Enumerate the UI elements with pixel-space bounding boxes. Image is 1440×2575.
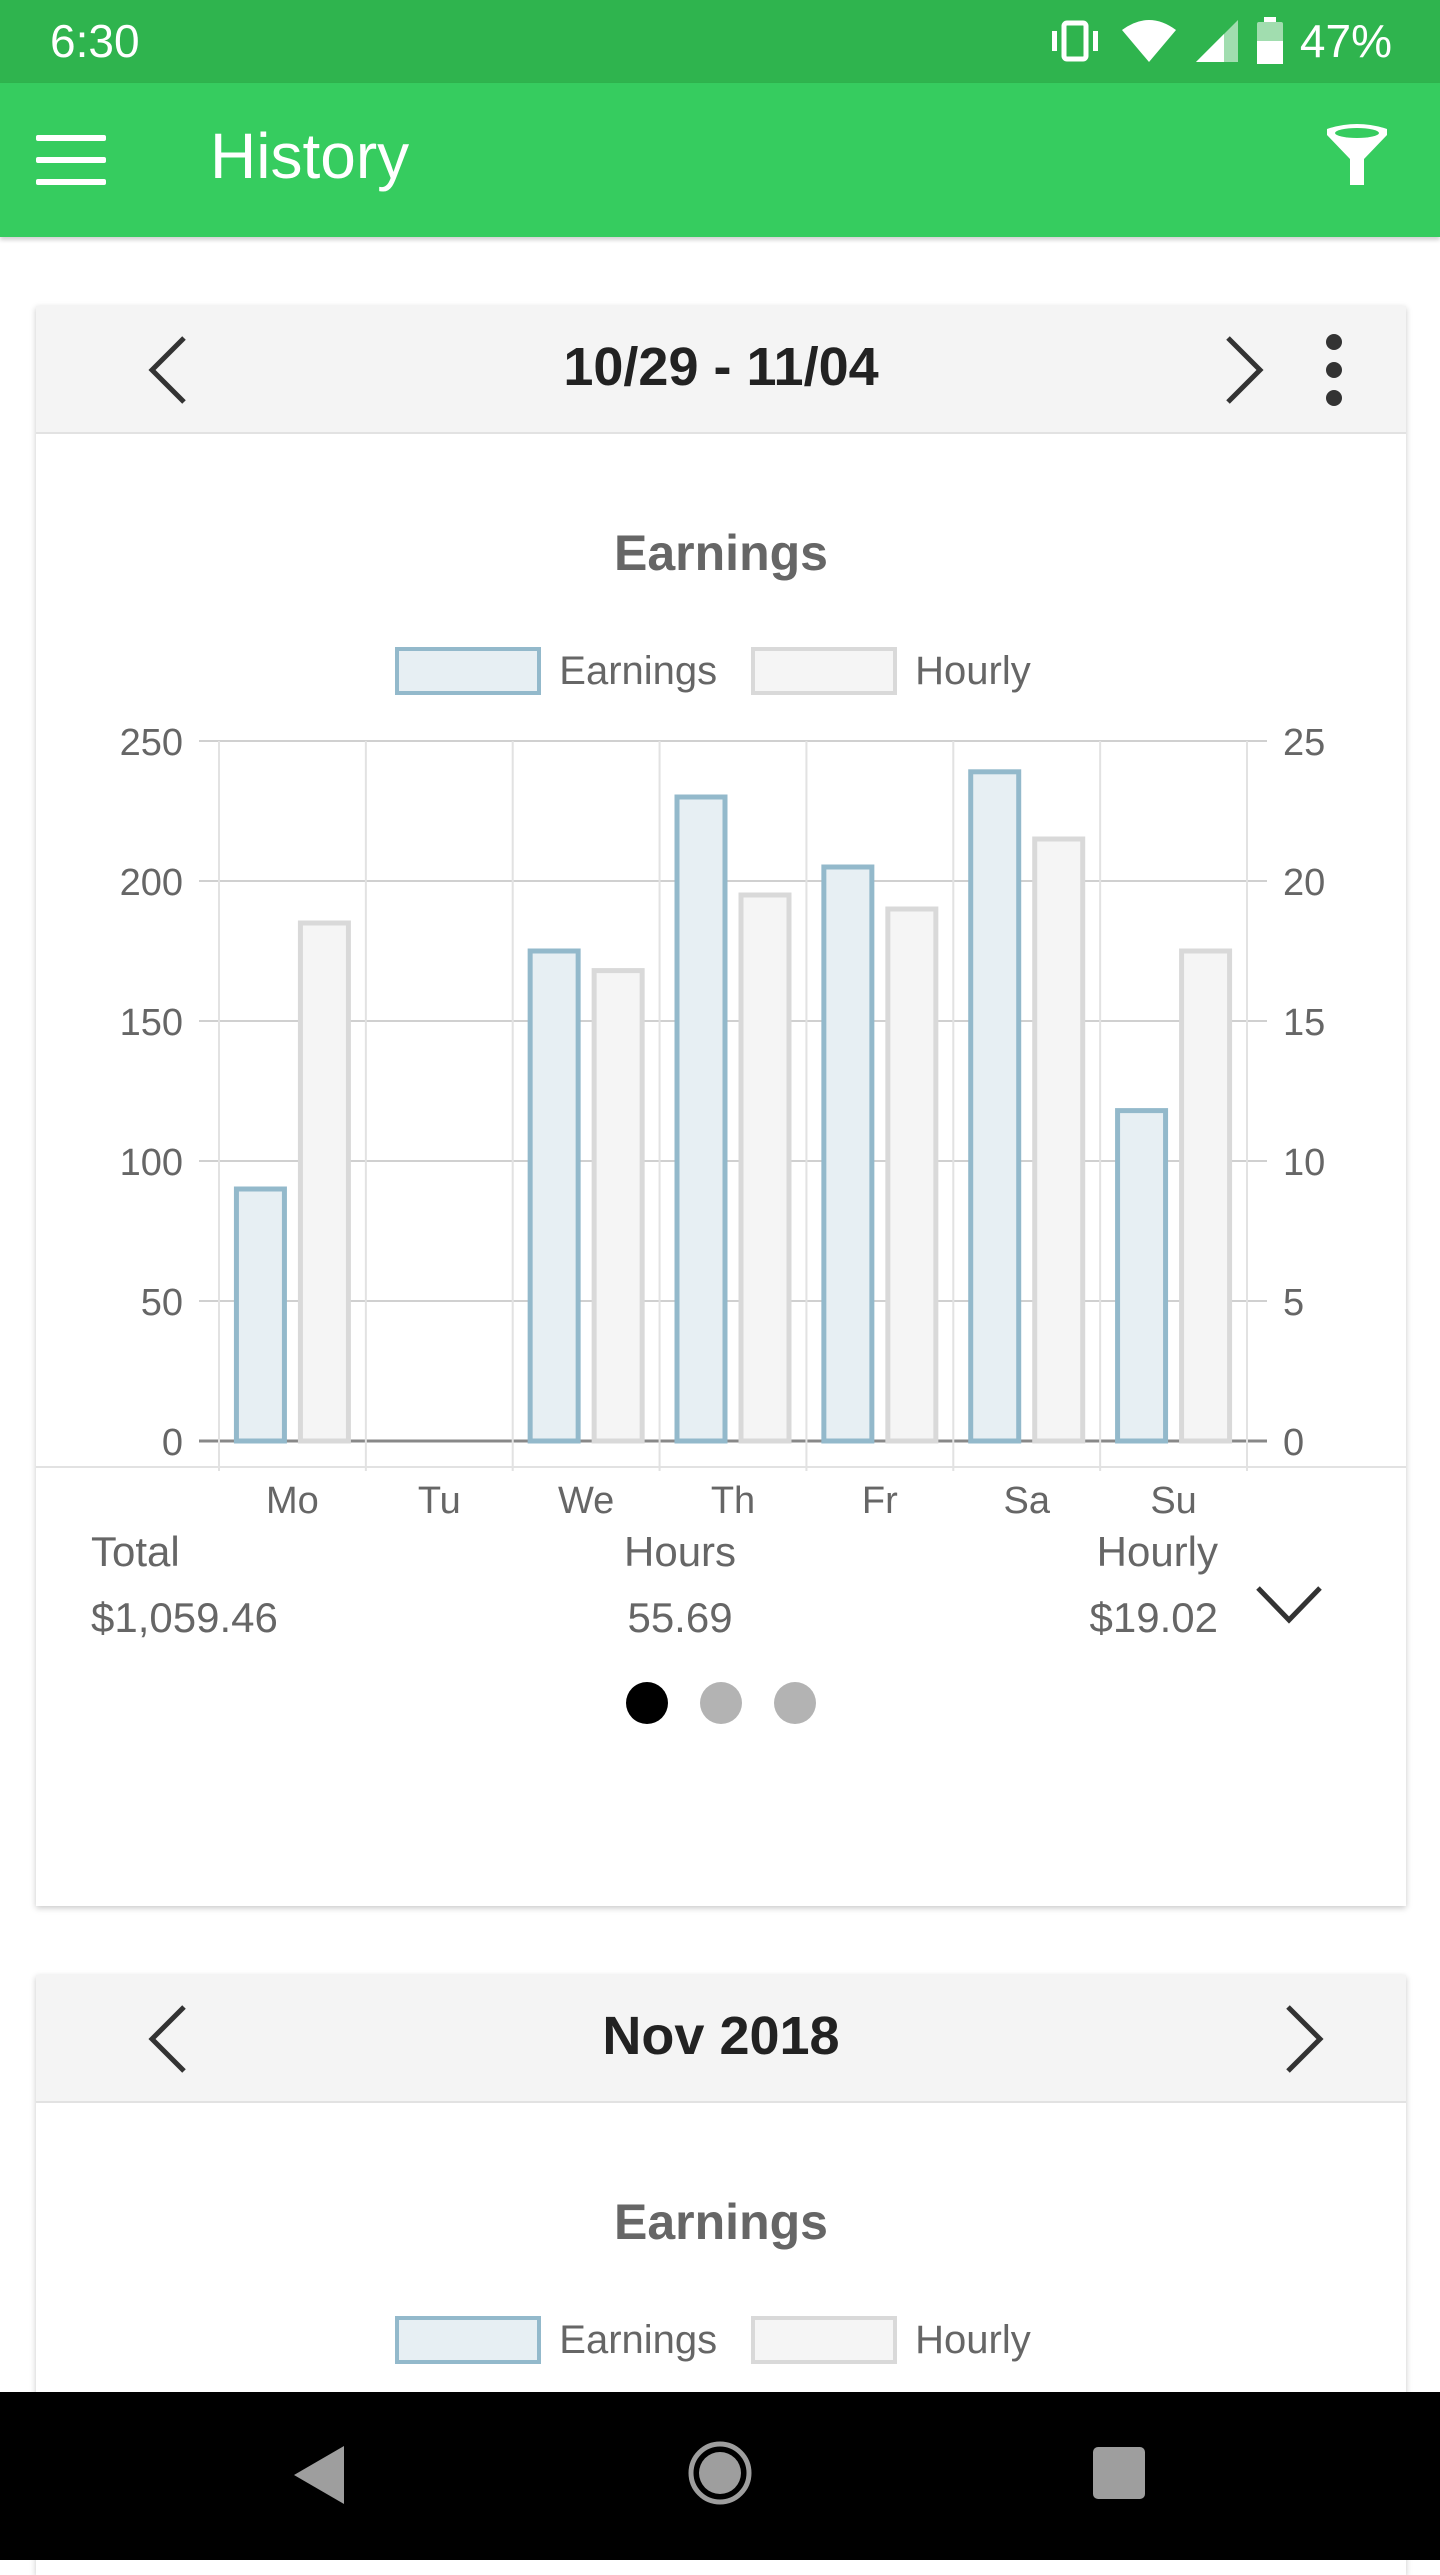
y-left-tick-label: 50 [141,1282,183,1324]
battery-icon [1256,17,1283,64]
y-left-tick-label: 250 [120,722,183,764]
week-range-title: 10/29 - 11/04 [563,337,879,397]
recents-square-icon[interactable] [1091,2445,1147,2501]
x-tick-label: Th [711,1480,755,1522]
cell-signal-icon [1195,20,1238,62]
expand-chevron-down-icon[interactable] [1252,1578,1326,1628]
y-left-tick-label: 100 [120,1142,183,1184]
x-tick-label: Sa [1003,1480,1050,1522]
next-week-chevron-right-icon[interactable] [1202,328,1286,412]
previous-week-chevron-left-icon[interactable] [126,328,210,412]
status-icons: 47% [1046,14,1392,68]
month-chart-legend: Earnings Hourly [36,2315,1406,2365]
hours-label: Hours [624,1528,737,1575]
bar-earnings [674,794,728,1444]
y-left-tick-label: 200 [120,862,183,904]
legend-swatch-hourly [751,647,898,695]
y-right-tick-label: 5 [1283,1282,1304,1324]
bar-earnings [233,1186,287,1444]
month-earnings-chart: Earnings Earnings Hourly [36,2103,1406,2503]
bar-hourly [1032,836,1086,1444]
page-dot-2[interactable] [700,1682,742,1724]
chart-legend: Earnings Hourly [36,646,1406,696]
summary-hours: Hours 55.69 [624,1528,736,1642]
more-options-kebab-icon[interactable] [1314,334,1354,406]
app-bar: History [0,83,1440,237]
x-tick-label: Su [1150,1480,1196,1522]
month-range-title: Nov 2018 [602,2006,840,2066]
x-tick-label: Mo [266,1480,319,1522]
month-legend-label-hourly: Hourly [915,2317,1031,2362]
wifi-icon [1121,20,1176,62]
x-tick-label: Tu [418,1480,461,1522]
bar-earnings [527,948,581,1444]
previous-month-chevron-left-icon[interactable] [126,1997,210,2081]
week-summary: Total $1,059.46 Hours 55.69 Hourly $19.0… [36,1466,1406,1770]
total-value: $1,059.46 [91,1594,278,1641]
summary-total: Total $1,059.46 [91,1528,278,1642]
y-right-tick-label: 15 [1283,1002,1325,1044]
bar-earnings [968,769,1022,1444]
bar-hourly [297,920,351,1444]
bar-hourly [1179,948,1233,1444]
y-left-tick-label: 150 [120,1002,183,1044]
hamburger-menu-icon[interactable] [36,135,106,185]
funnel-filter-icon[interactable] [1322,121,1392,191]
month-legend-swatch-earnings [395,2316,542,2364]
summary-hourly: Hourly $19.02 [1090,1528,1218,1642]
total-label: Total [91,1528,180,1575]
week-card-header: 10/29 - 11/04 [36,306,1406,434]
month-legend-swatch-hourly [751,2316,898,2364]
legend-item-earnings[interactable]: Earnings [395,647,717,695]
y-right-tick-label: 25 [1283,722,1325,764]
hourly-label: Hourly [1096,1528,1218,1575]
page-dot-3[interactable] [774,1682,816,1724]
y-right-tick-label: 10 [1283,1142,1325,1184]
next-month-chevron-right-icon[interactable] [1262,1997,1346,2081]
month-legend-label-earnings: Earnings [559,2317,718,2362]
hourly-value: $19.02 [1089,1594,1218,1641]
home-circle-icon[interactable] [686,2439,754,2507]
legend-label-hourly: Hourly [915,648,1031,693]
legend-swatch-earnings [395,647,542,695]
bar-hourly [885,906,939,1444]
page-dot-1[interactable] [626,1682,668,1724]
bar-hourly [591,968,645,1444]
y-left-tick-label: 0 [162,1422,183,1464]
bar-hourly [738,892,792,1444]
y-right-tick-label: 0 [1283,1422,1304,1464]
status-time: 6:30 [50,15,140,67]
week-earnings-chart: Earnings Earnings Hourly 0 50 100 150 200 250… [36,434,1406,1594]
bar-earnings [1115,1108,1169,1444]
bar-chart-plot: 0 50 100 150 200 250 0 5 10 15 20 25 Mo Tu We Th Fr Sa Su [120,722,1326,1522]
system-navigation-bar [0,2392,1440,2560]
week-history-card: 10/29 - 11/04 Earnings Earnings Hourly 0… [36,306,1406,1906]
back-triangle-icon[interactable] [290,2442,350,2508]
x-tick-label: Fr [862,1480,898,1522]
bar-earnings [821,864,875,1444]
page-indicator [36,1682,1406,1724]
status-bar: 6:30 47% [0,0,1440,83]
x-tick-label: We [558,1480,614,1522]
month-chart-title: Earnings [614,2194,828,2250]
page-title: History [210,120,410,192]
chart-title: Earnings [614,525,828,581]
y-right-tick-label: 20 [1283,862,1325,904]
battery-percent: 47% [1299,15,1392,67]
month-legend-item-hourly[interactable]: Hourly [751,2316,1031,2364]
legend-item-hourly[interactable]: Hourly [751,647,1031,695]
month-card-header: Nov 2018 [36,1975,1406,2103]
hours-value: 55.69 [627,1594,733,1641]
month-legend-item-earnings[interactable]: Earnings [395,2316,717,2364]
vibrate-icon [1051,20,1098,62]
legend-label-earnings: Earnings [559,648,718,693]
